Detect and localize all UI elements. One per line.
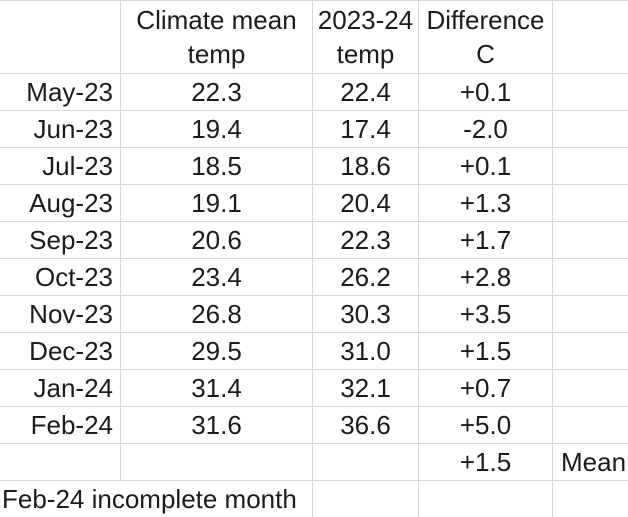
month-cell[interactable]: Nov-23 <box>0 296 121 333</box>
climate-mean-cell[interactable]: 26.8 <box>121 296 313 333</box>
climate-mean-cell[interactable]: 23.4 <box>121 259 313 296</box>
difference-cell[interactable]: +1.5 <box>419 333 553 370</box>
temp-2023-24-cell[interactable]: 18.6 <box>313 148 419 185</box>
header-cell-difference[interactable]: Difference C <box>419 1 553 74</box>
climate-mean-cell[interactable]: 29.5 <box>121 333 313 370</box>
header-climate-line2: temp <box>187 39 246 69</box>
header-diff-line1: Difference <box>426 5 545 35</box>
climate-mean-cell[interactable]: 19.1 <box>121 185 313 222</box>
spare-cell[interactable] <box>553 148 628 185</box>
spare-cell[interactable] <box>553 407 628 444</box>
temp-2023-24-cell[interactable]: 30.3 <box>313 296 419 333</box>
month-cell[interactable]: Dec-23 <box>0 333 121 370</box>
spare-cell[interactable] <box>553 259 628 296</box>
temp-2023-24-cell[interactable]: 17.4 <box>313 111 419 148</box>
month-cell[interactable]: Jun-23 <box>0 111 121 148</box>
difference-mean-cell[interactable]: +1.5 <box>419 444 553 481</box>
temp-2023-24-cell[interactable]: 22.4 <box>313 74 419 111</box>
header-cell-spare[interactable] <box>553 1 628 74</box>
climate-mean-cell[interactable]: 31.4 <box>121 370 313 407</box>
empty-cell[interactable] <box>121 444 313 481</box>
footnote-cell[interactable]: Feb-24 incomplete month <box>0 481 313 517</box>
difference-cell[interactable]: +1.7 <box>419 222 553 259</box>
spare-cell[interactable] <box>553 222 628 259</box>
month-cell[interactable]: Aug-23 <box>0 185 121 222</box>
empty-cell[interactable] <box>313 444 419 481</box>
spare-cell[interactable] <box>553 74 628 111</box>
spare-cell[interactable] <box>553 370 628 407</box>
difference-cell[interactable]: +1.3 <box>419 185 553 222</box>
header-temp-line2: temp <box>336 39 395 69</box>
header-diff-line2: C <box>476 39 495 69</box>
mean-label-cell[interactable]: Mean <box>553 444 628 481</box>
empty-cell[interactable] <box>419 481 553 517</box>
empty-cell[interactable] <box>553 481 628 517</box>
climate-mean-cell[interactable]: 22.3 <box>121 74 313 111</box>
difference-cell[interactable]: +5.0 <box>419 407 553 444</box>
difference-cell[interactable]: +3.5 <box>419 296 553 333</box>
month-cell[interactable]: Oct-23 <box>0 259 121 296</box>
difference-cell[interactable]: -2.0 <box>419 111 553 148</box>
difference-cell[interactable]: +2.8 <box>419 259 553 296</box>
difference-cell[interactable]: +0.1 <box>419 74 553 111</box>
climate-mean-cell[interactable]: 18.5 <box>121 148 313 185</box>
header-cell-month[interactable] <box>0 1 121 74</box>
temp-2023-24-cell[interactable]: 20.4 <box>313 185 419 222</box>
header-cell-climate-mean[interactable]: Climate mean temp <box>121 1 313 74</box>
empty-cell[interactable] <box>313 481 419 517</box>
month-cell[interactable]: Sep-23 <box>0 222 121 259</box>
month-cell[interactable]: May-23 <box>0 74 121 111</box>
spare-cell[interactable] <box>553 333 628 370</box>
temp-2023-24-cell[interactable]: 36.6 <box>313 407 419 444</box>
header-temp-line1: 2023-24 <box>317 5 414 35</box>
climate-mean-cell[interactable]: 20.6 <box>121 222 313 259</box>
climate-mean-cell[interactable]: 19.4 <box>121 111 313 148</box>
spare-cell[interactable] <box>553 185 628 222</box>
month-cell[interactable]: Jan-24 <box>0 370 121 407</box>
temp-2023-24-cell[interactable]: 32.1 <box>313 370 419 407</box>
spare-cell[interactable] <box>553 111 628 148</box>
temp-2023-24-cell[interactable]: 22.3 <box>313 222 419 259</box>
temp-2023-24-cell[interactable]: 31.0 <box>313 333 419 370</box>
month-cell[interactable]: Feb-24 <box>0 407 121 444</box>
difference-cell[interactable]: +0.1 <box>419 148 553 185</box>
difference-cell[interactable]: +0.7 <box>419 370 553 407</box>
header-climate-line1: Climate mean <box>136 5 297 35</box>
temp-2023-24-cell[interactable]: 26.2 <box>313 259 419 296</box>
spare-cell[interactable] <box>553 296 628 333</box>
empty-cell[interactable] <box>0 444 121 481</box>
climate-mean-cell[interactable]: 31.6 <box>121 407 313 444</box>
header-cell-2023-24-temp[interactable]: 2023-24 temp <box>313 1 419 74</box>
month-cell[interactable]: Jul-23 <box>0 148 121 185</box>
